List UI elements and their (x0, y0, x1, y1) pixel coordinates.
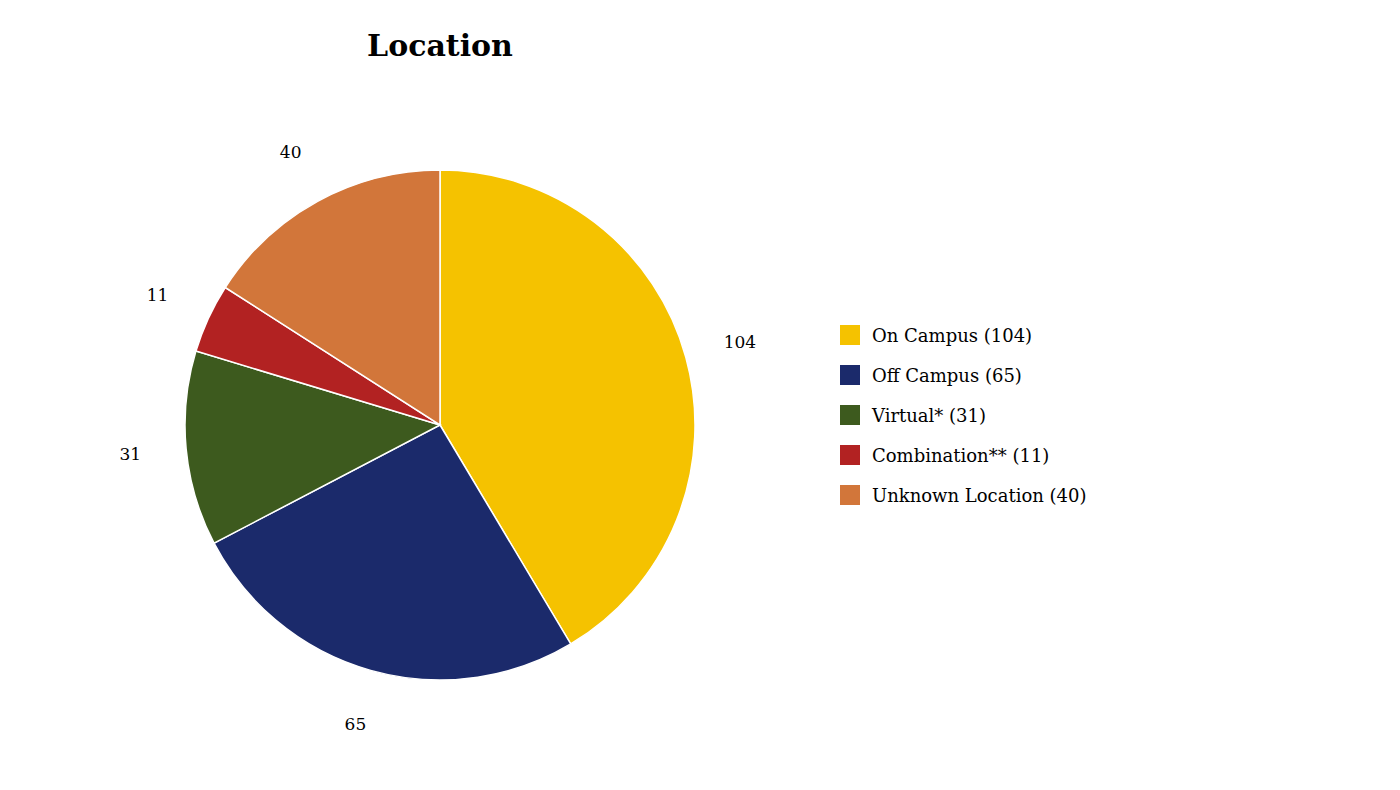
chart: Location 104 65 31 11 40 On Campus (104) Off Ca… (0, 0, 1400, 790)
legend-item: On Campus (104) (840, 325, 1032, 346)
data-label: 104 (724, 332, 756, 352)
data-label: 11 (147, 285, 169, 305)
legend-item: Off Campus (65) (840, 365, 1022, 386)
data-label: 65 (345, 714, 367, 734)
legend-swatch (840, 485, 860, 505)
data-label: 40 (280, 142, 302, 162)
legend-swatch (840, 405, 860, 425)
legend-label: Off Campus (65) (872, 365, 1022, 386)
legend-item: Unknown Location (40) (840, 485, 1087, 506)
pie (185, 170, 695, 680)
legend-item: Combination** (11) (840, 445, 1049, 466)
data-label: 31 (119, 444, 141, 464)
legend-item: Virtual* (31) (840, 405, 986, 426)
legend: On Campus (104) Off Campus (65) Virtual* (… (840, 325, 1087, 506)
chart-title: Location (367, 28, 513, 63)
legend-label: Combination** (11) (872, 445, 1049, 466)
pie-slice (225, 170, 440, 425)
legend-label: Unknown Location (40) (872, 485, 1087, 506)
legend-label: On Campus (104) (872, 325, 1032, 346)
data-labels: 104 65 31 11 40 (119, 142, 756, 734)
legend-swatch (840, 445, 860, 465)
legend-swatch (840, 365, 860, 385)
legend-label: Virtual* (31) (871, 405, 986, 426)
legend-swatch (840, 325, 860, 345)
